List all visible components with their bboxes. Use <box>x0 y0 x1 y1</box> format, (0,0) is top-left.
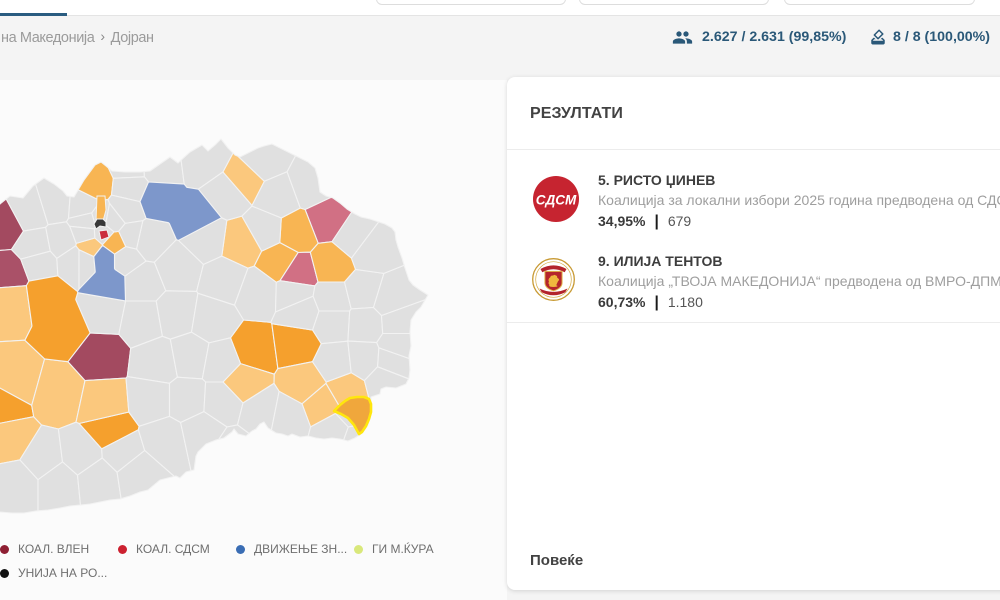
svg-text:СДСМ: СДСМ <box>536 193 577 208</box>
